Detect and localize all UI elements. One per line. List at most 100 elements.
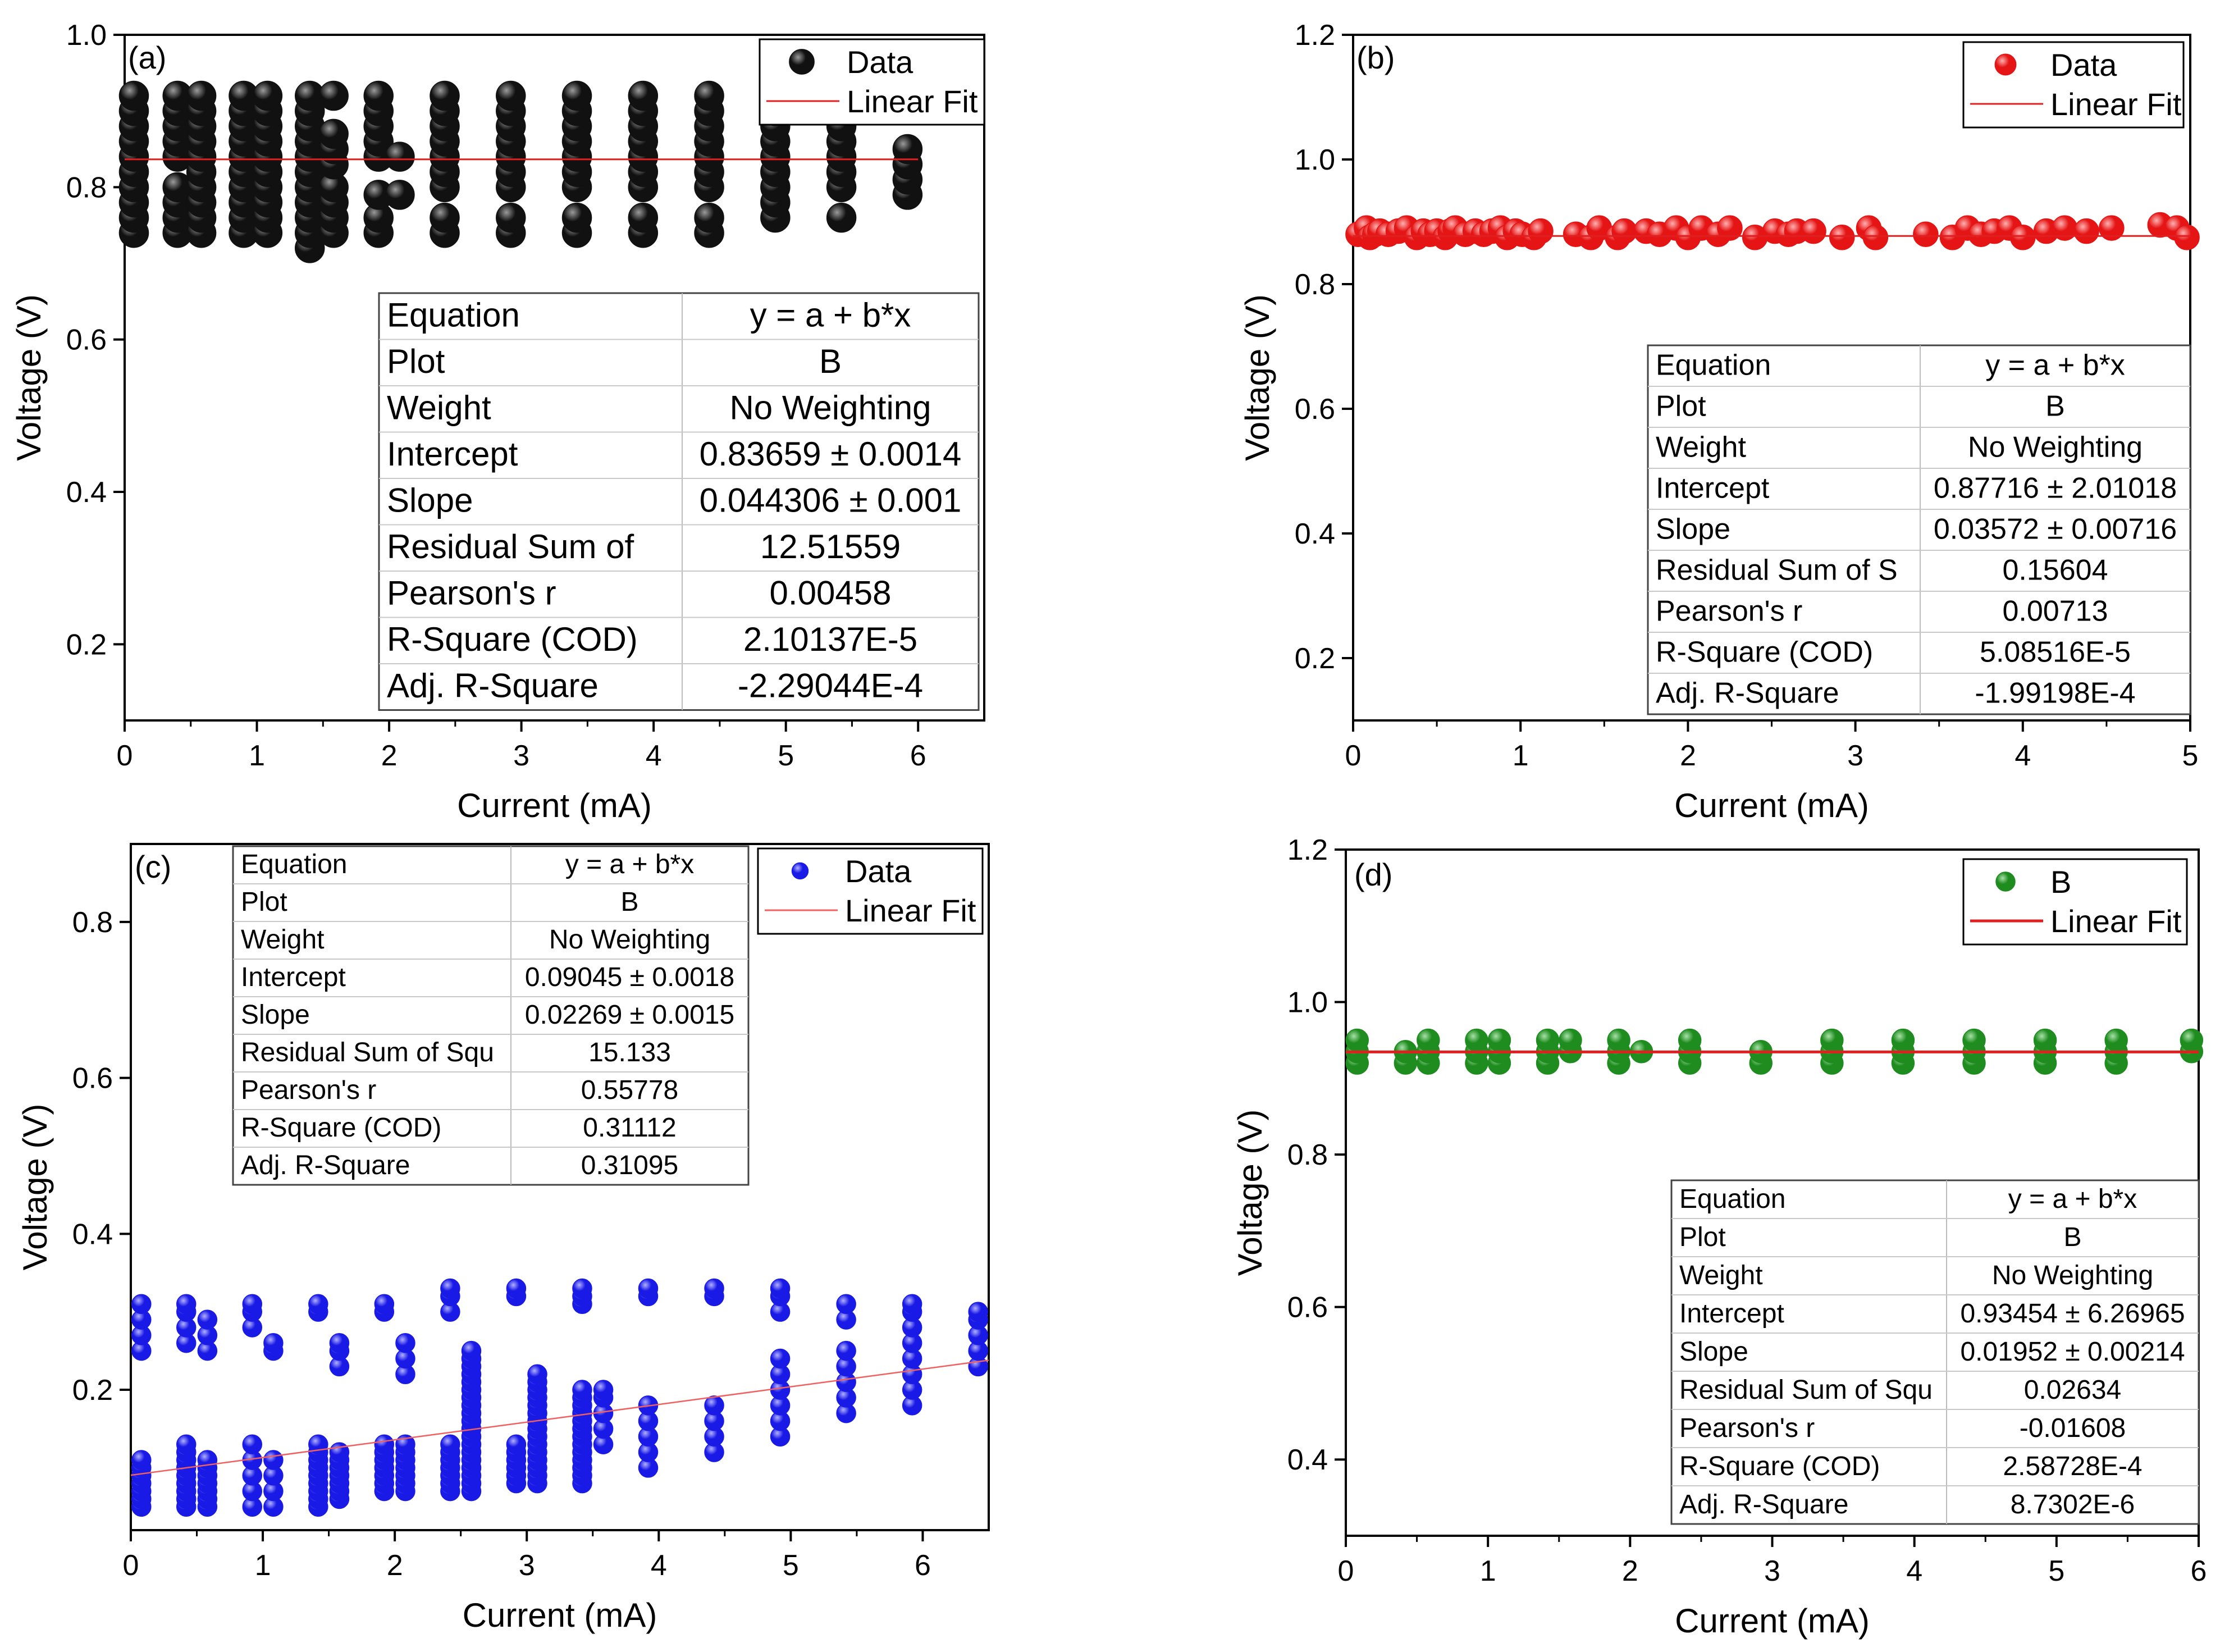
legend-fit-label: Linear Fit: [2050, 86, 2182, 122]
stats-value: 0.00713: [2003, 595, 2108, 628]
legend-fit-label: Linear Fit: [845, 893, 976, 928]
stats-label: Pearson's r: [1656, 595, 1802, 628]
x-axis-title: Current (mA): [463, 1596, 657, 1634]
stats-value: 0.00458: [770, 574, 892, 611]
data-point: [496, 202, 526, 233]
data-point: [1528, 218, 1554, 244]
legend-data-marker: [1994, 53, 2017, 76]
data-point: [363, 80, 394, 111]
panel-b: 0 1 2 3 4 5 0.2 0.4 0.6 0.8 1.0 1.2 Current (mA) Volt…: [1239, 19, 2200, 824]
data-point: [329, 1442, 350, 1462]
data-point: [374, 1294, 395, 1315]
legend-data-label: B: [2050, 864, 2071, 900]
stats-value: 2.58728E-4: [2003, 1452, 2142, 1481]
stats-value: No Weighting: [549, 925, 710, 955]
x-tick-label: 6: [2191, 1555, 2207, 1587]
y-tick-label: 0.4: [1287, 1444, 1328, 1476]
y-tick-label: 0.8: [72, 906, 113, 939]
stats-label: Weight: [241, 925, 325, 955]
stats-label: Equation: [1679, 1184, 1786, 1214]
stats-value: 15.133: [588, 1038, 671, 1067]
y-axis-title: Voltage (V): [10, 294, 48, 461]
y-tick-label: 0.6: [1295, 393, 1335, 426]
data-point: [263, 1332, 284, 1353]
y-tick-label: 0.6: [72, 1062, 113, 1095]
stats-value: -2.29044E-4: [738, 667, 923, 704]
x-tick-label: 0: [1338, 1555, 1354, 1587]
x-tick-label: 2: [381, 740, 398, 772]
stats-label: Equation: [1656, 349, 1771, 382]
stats-table: Equation y = a + b*x Plot B Weight No Weighti…: [1670, 1179, 2200, 1525]
data-point: [496, 80, 526, 111]
stats-label: Intercept: [1656, 472, 1770, 505]
stats-label: Adj. R-Square: [241, 1151, 410, 1180]
data-point: [2104, 1028, 2128, 1052]
stats-label: Adj. R-Square: [387, 667, 599, 704]
x-axis-title: Current (mA): [1674, 787, 1869, 824]
y-tick-label: 0.2: [66, 628, 107, 661]
stats-value: No Weighting: [1992, 1261, 2153, 1290]
data-point: [1717, 215, 1743, 241]
data-point: [263, 1450, 284, 1470]
data-point: [968, 1302, 988, 1322]
stats-value: 0.03572 ± 0.00716: [1934, 513, 2177, 546]
stats-value: 5.08516E-5: [1980, 636, 2131, 669]
stats-value: 0.31095: [581, 1151, 679, 1180]
stats-label: Residual Sum of: [387, 528, 634, 565]
stats-label: Plot: [241, 887, 287, 917]
stats-value: 2.10137E-5: [743, 620, 917, 658]
stats-label: Weight: [1656, 431, 1746, 464]
x-tick-label: 5: [783, 1549, 799, 1582]
data-point: [374, 1434, 395, 1454]
stats-table: Equation y = a + b*x Plot B Weight No Weighti…: [232, 845, 750, 1186]
stats-label: Slope: [1656, 513, 1730, 546]
stats-value: B: [2063, 1222, 2081, 1252]
data-point: [1801, 218, 1826, 244]
y-tick-label: 0.2: [72, 1374, 113, 1407]
data-point: [2010, 225, 2036, 250]
stats-label: R-Square (COD): [241, 1113, 441, 1143]
y-tick-label: 1.2: [1287, 834, 1328, 866]
stats-label: R-Square (COD): [387, 620, 638, 658]
y-tick-label: 0.4: [66, 476, 107, 509]
stats-value: 8.7302E-6: [2011, 1490, 2135, 1519]
data-point: [252, 80, 283, 111]
panel-label: (c): [135, 849, 171, 884]
legend-fit-label: Linear Fit: [847, 84, 978, 119]
x-tick-label: 1: [1513, 740, 1529, 772]
stats-value: y = a + b*x: [2008, 1184, 2137, 1214]
data-point: [197, 1309, 218, 1330]
x-tick-label: 4: [2015, 740, 2031, 772]
data-point: [1678, 1028, 1702, 1052]
data-point: [385, 142, 415, 172]
data-point: [506, 1278, 527, 1299]
data-point: [2099, 215, 2125, 241]
x-tick-label: 0: [123, 1549, 139, 1582]
y-tick-label: 0.4: [72, 1218, 113, 1251]
stats-label: Pearson's r: [1679, 1413, 1815, 1443]
data-point: [461, 1340, 482, 1361]
data-point: [892, 134, 923, 165]
data-point: [704, 1278, 724, 1299]
stats-value: 0.15604: [2003, 554, 2108, 587]
stats-value: No Weighting: [1968, 431, 2143, 464]
data-point: [1862, 225, 1889, 250]
data-point: [902, 1294, 922, 1315]
stats-value: 0.09045 ± 0.0018: [525, 962, 734, 992]
data-point: [186, 80, 217, 111]
legend-fit-label: Linear Fit: [2050, 903, 2182, 939]
y-axis-title: Voltage (V): [1239, 294, 1276, 461]
x-tick-label: 3: [1847, 740, 1863, 772]
stats-value: 0.83659 ± 0.0014: [700, 435, 962, 473]
data-point: [131, 1450, 152, 1470]
y-tick-label: 0.8: [1287, 1139, 1328, 1171]
stats-value: 0.55778: [581, 1075, 679, 1105]
stats-label: Slope: [241, 1000, 310, 1030]
x-tick-label: 3: [1764, 1555, 1780, 1587]
y-tick-label: 1.0: [66, 19, 107, 52]
stats-value: 0.87716 ± 2.01018: [1934, 472, 2177, 505]
stats-value: -1.99198E-4: [1975, 677, 2135, 710]
data-point: [1607, 1028, 1630, 1052]
x-tick-label: 5: [2048, 1555, 2064, 1587]
